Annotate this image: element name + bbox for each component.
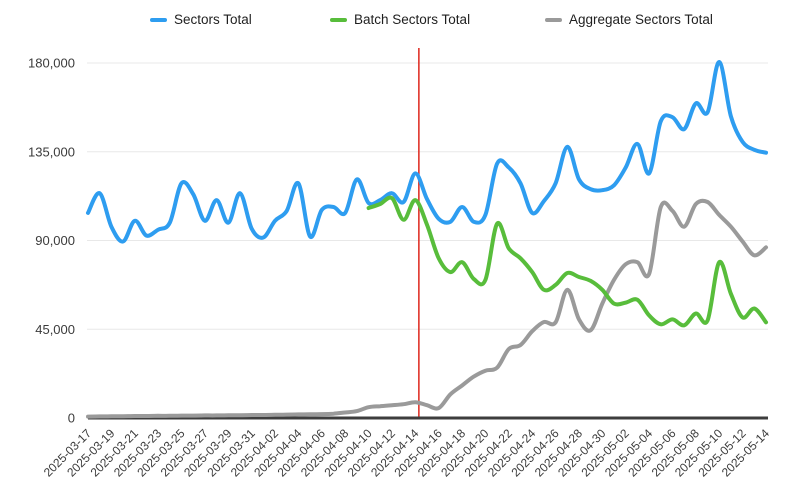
legend-label-aggregate-sectors-total: Aggregate Sectors Total (569, 12, 713, 27)
legend-marker-sectors-total (150, 17, 167, 22)
y-axis-tick-label: 90,000 (35, 233, 75, 248)
legend-item-batch-sectors-total[interactable]: Batch Sectors Total (330, 12, 470, 27)
y-axis-tick-label: 45,000 (35, 322, 75, 337)
legend-marker-batch-sectors-total (330, 17, 347, 22)
series-line-aggregate-sectors-total (86, 198, 768, 419)
legend-marker-aggregate-sectors-total (545, 17, 562, 22)
legend-item-aggregate-sectors-total[interactable]: Aggregate Sectors Total (545, 12, 713, 27)
y-axis-tick-label: 0 (68, 411, 75, 426)
series-line-sectors-total (86, 59, 768, 244)
legend-label-batch-sectors-total: Batch Sectors Total (354, 12, 471, 27)
legend-item-sectors-total[interactable]: Sectors Total (150, 12, 252, 27)
y-axis-tick-label: 135,000 (28, 144, 75, 159)
series-line-batch-sectors-total (366, 195, 768, 328)
legend-label-sectors-total: Sectors Total (174, 12, 252, 27)
y-axis-tick-label: 180,000 (28, 56, 75, 71)
legend: Sectors Total Batch Sectors Total Aggreg… (0, 0, 800, 40)
